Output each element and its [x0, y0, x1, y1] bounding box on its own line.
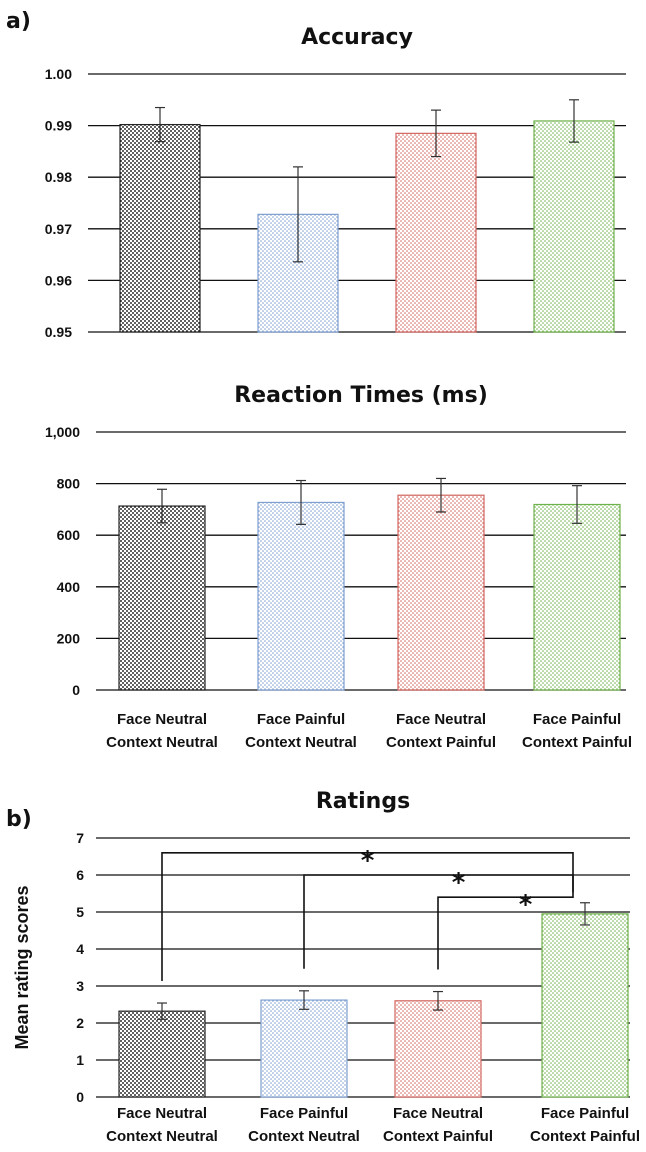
- y-tick-label: 3: [76, 978, 84, 994]
- category-label: Face Painful: [533, 711, 621, 728]
- y-tick-label: 800: [57, 476, 81, 492]
- category-label: Context Neutral: [106, 1128, 218, 1145]
- significance-star: *: [519, 890, 533, 920]
- bar-painful-painful: [533, 503, 621, 691]
- category-label: Face Neutral: [393, 1105, 483, 1122]
- category-label: Context Neutral: [248, 1128, 360, 1145]
- panel-label-b: b): [6, 807, 32, 832]
- significance-bracket: [437, 892, 574, 970]
- y-tick-label: 0: [76, 1089, 84, 1105]
- y-tick-label: 1.00: [45, 66, 72, 82]
- category-label: Context Painful: [383, 1128, 493, 1145]
- category-label: Context Neutral: [106, 734, 218, 751]
- bar-painful-painful: [533, 120, 615, 333]
- ratings-chart: Ratings Mean rating scores 0 1 2 3 4 5 6 7 Face Ne…: [12, 789, 640, 1145]
- y-tick-label: 0: [72, 682, 80, 698]
- chart-title: Ratings: [316, 789, 410, 814]
- category-label: Face Neutral: [396, 711, 486, 728]
- category-label: Face Painful: [260, 1105, 348, 1122]
- accuracy-chart: Accuracy 0.95 0.96 0.97 0.98 0.99 1.00: [45, 25, 626, 340]
- reaction-times-chart: Reaction Times (ms) 0 200 400 600 800 1,000 Fac…: [45, 383, 632, 751]
- y-tick-label: 5: [76, 904, 84, 920]
- significance-star: *: [452, 868, 466, 898]
- bar-neutral-neutral: [118, 1010, 206, 1098]
- significance-bracket: [161, 852, 574, 982]
- category-label: Face Neutral: [117, 711, 207, 728]
- y-tick-label: 0.96: [45, 272, 72, 288]
- y-axis-label: Mean rating scores: [12, 885, 32, 1049]
- panel-label-a: a): [6, 9, 31, 34]
- significance-bracket: [303, 874, 574, 969]
- bar-painful-neutral: [257, 501, 345, 691]
- bar-painful-painful: [541, 913, 629, 1098]
- category-label: Face Neutral: [117, 1105, 207, 1122]
- y-tick-label: 1: [76, 1052, 84, 1068]
- y-tick-label: 2: [76, 1015, 84, 1031]
- y-tick-label: 1,000: [45, 424, 80, 440]
- category-label: Face Painful: [257, 711, 345, 728]
- bar-neutral-painful: [397, 494, 485, 691]
- category-label: Context Painful: [386, 734, 496, 751]
- chart-title: Reaction Times (ms): [234, 383, 488, 408]
- bar-neutral-neutral: [118, 505, 206, 691]
- y-tick-label: 400: [57, 579, 81, 595]
- category-label: Context Neutral: [245, 734, 357, 751]
- bar-neutral-painful: [394, 1000, 482, 1098]
- y-tick-label: 0.98: [45, 169, 72, 185]
- y-tick-label: 6: [76, 867, 84, 883]
- y-tick-label: 600: [57, 527, 81, 543]
- significance-star: *: [361, 846, 375, 876]
- category-label: Context Painful: [530, 1128, 640, 1145]
- y-tick-label: 4: [76, 941, 84, 957]
- category-label: Context Painful: [522, 734, 632, 751]
- bar-painful-neutral: [260, 999, 348, 1098]
- bar-neutral-neutral: [119, 123, 201, 333]
- y-tick-label: 0.99: [45, 118, 72, 134]
- y-tick-label: 0.95: [45, 324, 72, 340]
- category-label: Face Painful: [541, 1105, 629, 1122]
- y-tick-label: 200: [57, 630, 81, 646]
- y-tick-label: 7: [76, 830, 84, 846]
- y-tick-label: 0.97: [45, 221, 72, 237]
- chart-title: Accuracy: [301, 25, 413, 50]
- bar-neutral-painful: [395, 132, 477, 333]
